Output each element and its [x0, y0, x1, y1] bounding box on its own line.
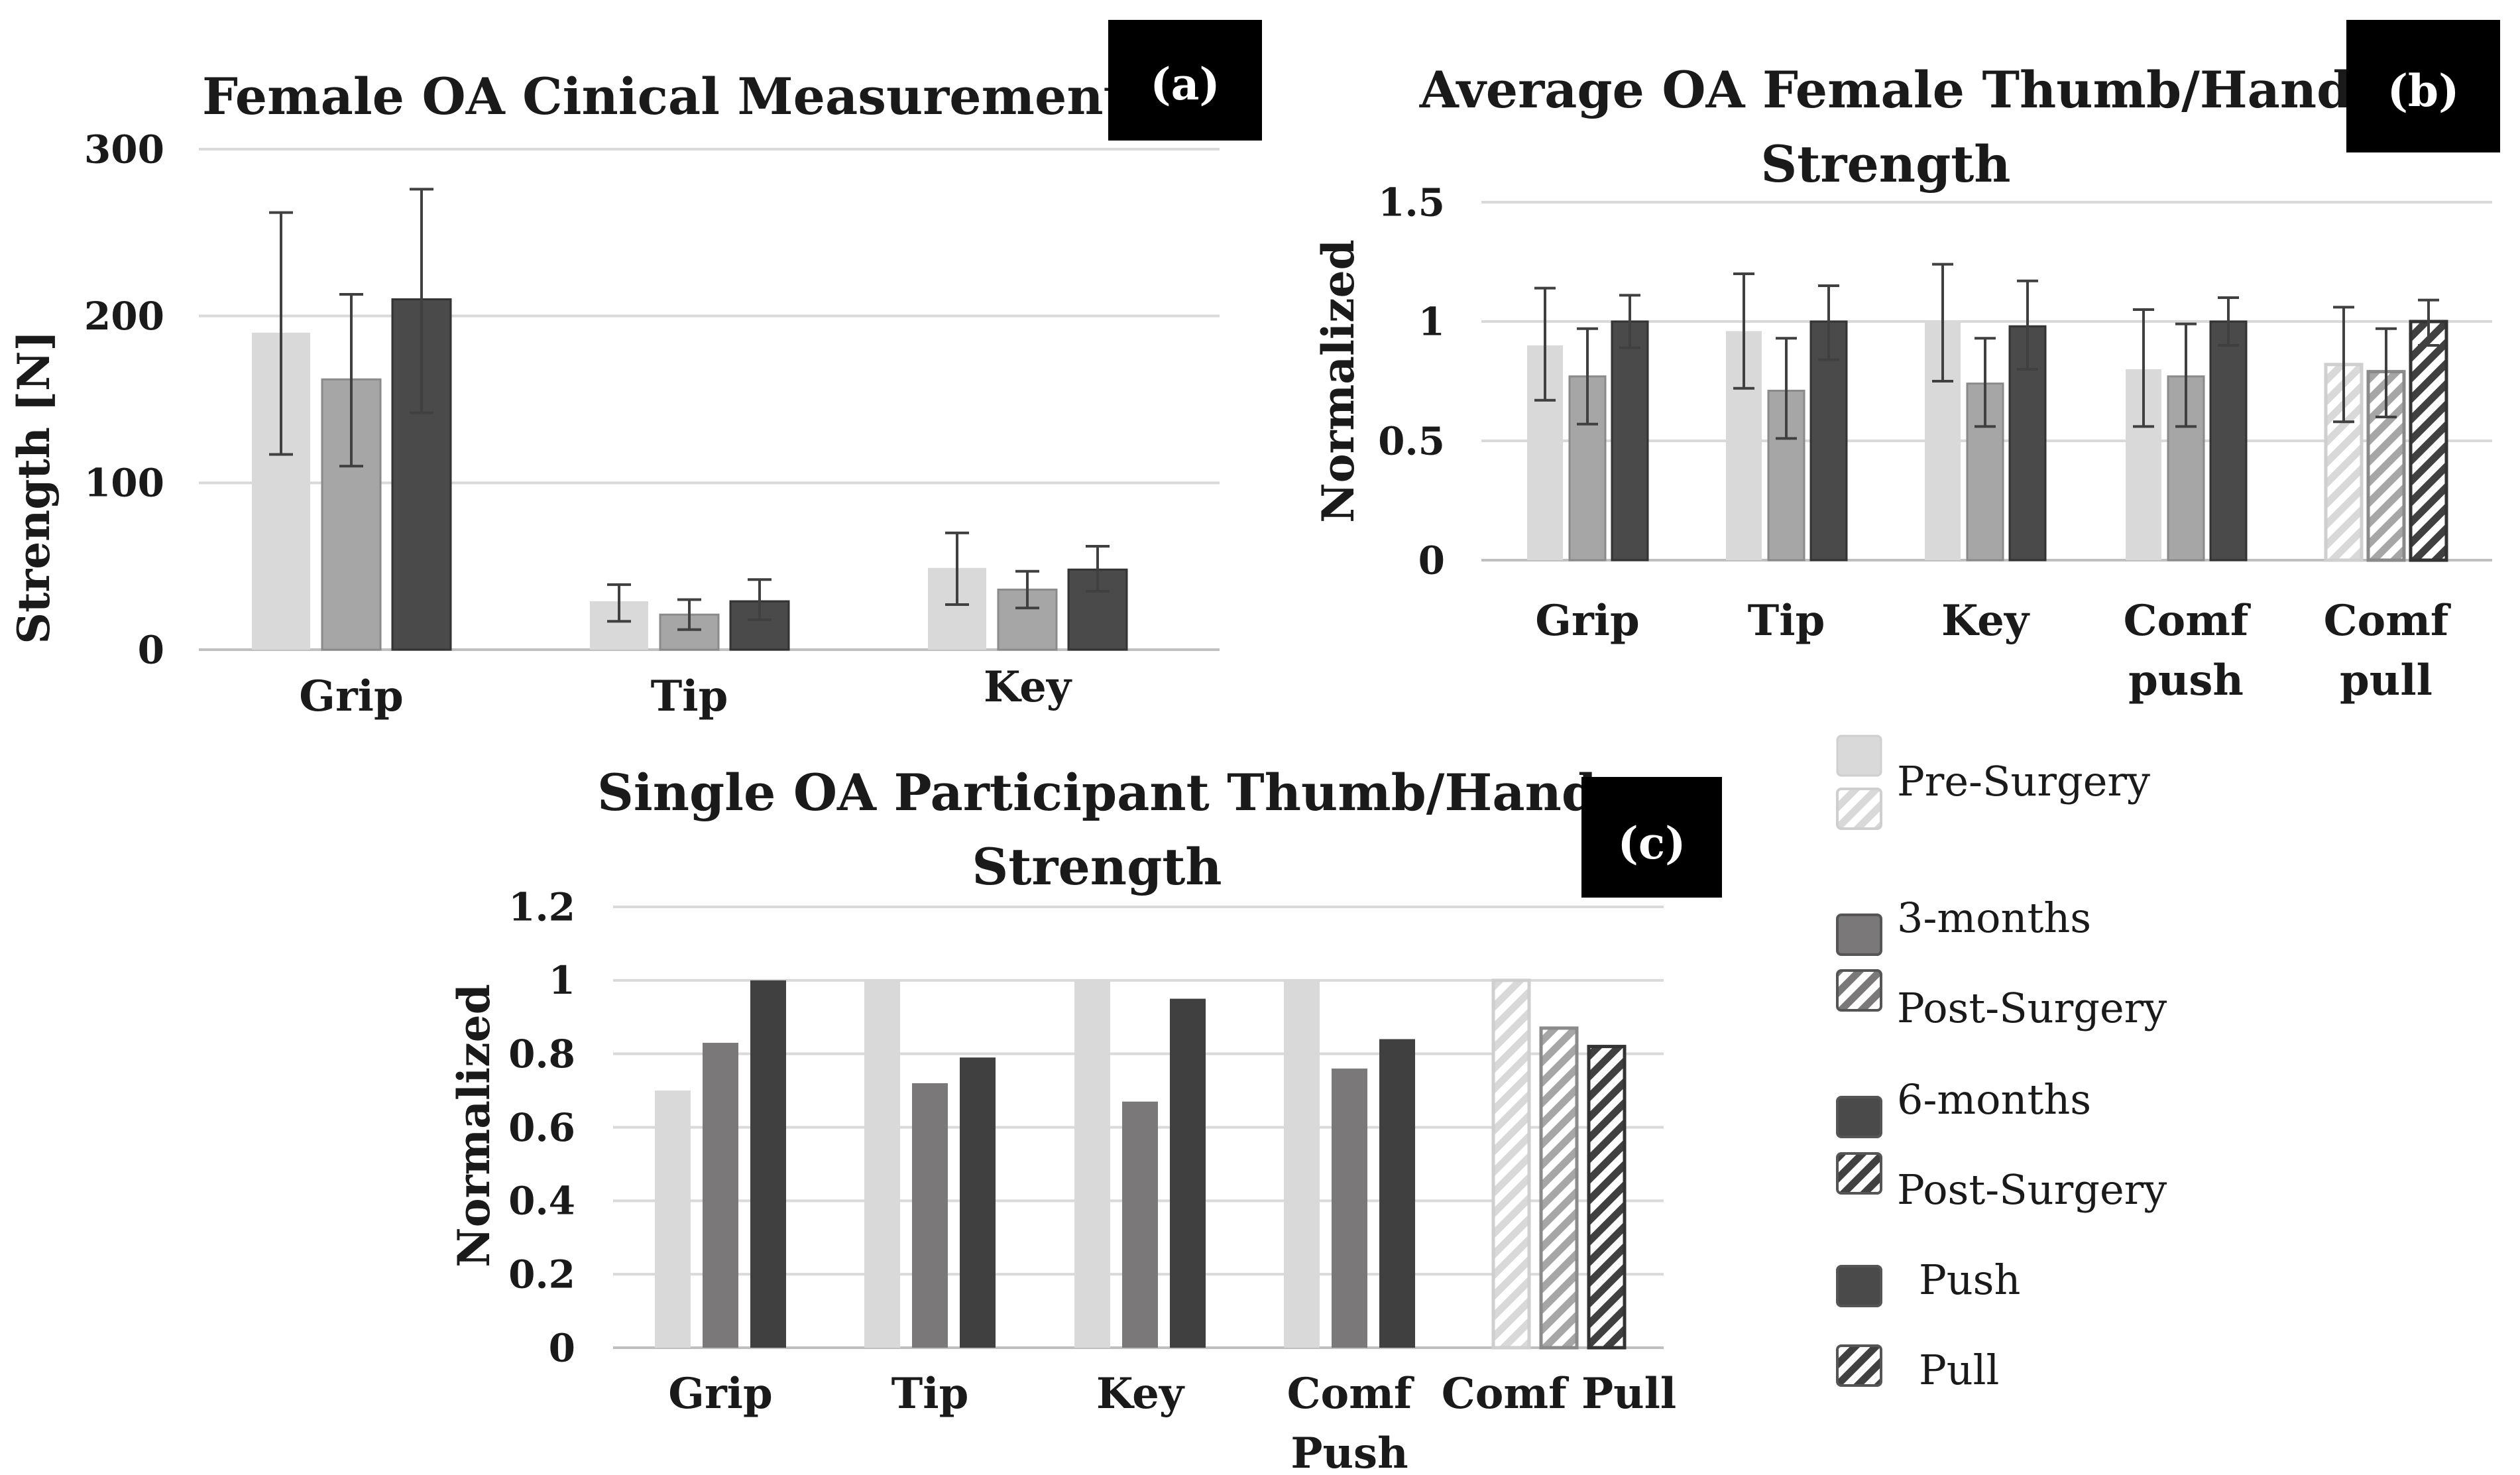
chart-b-badge	[2346, 20, 2500, 152]
chart-b-bar	[1809, 320, 1848, 561]
legend-label-pre-surgery: Pre-Surgery	[1897, 757, 2150, 805]
chart-b-ylabel: Normalized	[1312, 239, 1364, 523]
chart-b-bar	[2409, 320, 2448, 562]
chart-b-title-line2: Strength	[1760, 135, 2010, 194]
chart-c-badge	[1581, 777, 1722, 898]
chart-a-category-label-line: Grip	[299, 672, 403, 721]
chart-b-category-label-line: push	[2128, 656, 2244, 705]
chart-b-bar	[1767, 389, 1805, 561]
legend-label-3-months: 3-months	[1897, 894, 2091, 942]
chart-c-ylabel: Normalized	[448, 984, 500, 1268]
chart-c-bar	[1332, 1068, 1367, 1348]
chart-c-category-label: Key	[1096, 1369, 1185, 1419]
chart-c-badge-label: (c)	[1618, 817, 1686, 869]
chart-a-category-label: Grip	[299, 672, 403, 721]
chart-a-category-label: Tip	[651, 672, 728, 721]
legend-swatch-7	[1836, 1344, 1882, 1387]
legend-swatch-4	[1836, 1096, 1882, 1138]
chart-c-category-label: Grip	[668, 1369, 772, 1419]
chart-b-bar	[1611, 320, 1649, 561]
chart-c-ytick-label: 0.8	[508, 1032, 575, 1077]
chart-c-bar	[1170, 998, 1206, 1348]
chart-b-ytick-label: 0.5	[1378, 418, 1445, 463]
chart-c-bar	[655, 1091, 691, 1348]
chart-b-category-label-line: pull	[2340, 656, 2433, 705]
chart-c-ytick-label: 0.6	[508, 1105, 575, 1150]
legend-label-push: Push	[1919, 1256, 2020, 1304]
chart-a-ytick-label: 300	[84, 127, 164, 172]
chart-a-title: Female OA Cinical Measurements	[202, 67, 1155, 126]
chart-c-bar	[1074, 980, 1110, 1348]
chart-b-category-label-line: Comf	[2324, 596, 2451, 646]
chart-c-category-label-line: Key	[1096, 1369, 1185, 1419]
chart-b-bar	[2209, 320, 2248, 561]
chart-a-ytick-label: 200	[84, 294, 164, 339]
chart-c-category-label: Tip	[891, 1369, 969, 1419]
chart-b-title-line1: Average OA Female Thumb/Hand	[1419, 60, 2352, 119]
chart-b-category-label: Comf push	[2124, 596, 2251, 705]
chart-c-bar	[1379, 1039, 1415, 1348]
legend-swatch-6	[1836, 1265, 1882, 1307]
chart-c-bar	[703, 1043, 738, 1348]
legend-label-post-surgery-3m: Post-Surgery	[1897, 984, 2167, 1032]
chart-c-bar	[912, 1083, 948, 1348]
chart-b-category-label-line: Tip	[1748, 596, 1825, 646]
chart-c-bar	[864, 980, 900, 1348]
chart-c-category-label-line: Grip	[668, 1369, 772, 1419]
chart-b-category-label: Grip	[1535, 596, 1639, 646]
chart-a-badge	[1108, 20, 1262, 141]
chart-b-category-label: Comf pull	[2324, 596, 2451, 705]
chart-b-ytick-label: 1	[1418, 299, 1445, 344]
chart-b-category-label: Tip	[1748, 596, 1825, 646]
chart-c-bar	[1587, 1045, 1627, 1350]
legend-swatch-5	[1836, 1152, 1882, 1195]
chart-c-bar	[1539, 1026, 1579, 1350]
chart-c-bar	[960, 1057, 996, 1348]
chart-b-ytick-label: 1.5	[1378, 180, 1445, 225]
chart-c-bar	[750, 980, 786, 1348]
chart-b-category-label-line: Grip	[1535, 596, 1639, 646]
chart-a-category-label: Key	[984, 662, 1072, 712]
chart-a-category-label-line: Tip	[651, 672, 728, 721]
chart-a-badge-label: (a)	[1150, 58, 1220, 110]
legend-label-post-surgery-6m: Post-Surgery	[1897, 1165, 2167, 1214]
chart-marks: 0 100 200 300 Grip Tip Key 0 0.5 1 1.5 Grip Tip Key Co…	[84, 127, 2492, 1475]
chart-c-category-label: Comf Push	[1287, 1369, 1414, 1475]
chart-c-bar	[1284, 980, 1320, 1348]
legend-swatch-2	[1836, 914, 1882, 956]
chart-c-ytick-label: 0.4	[508, 1179, 575, 1224]
chart-a-ytick-label: 0	[138, 627, 164, 672]
chart-c-title-line2: Strength	[972, 837, 1222, 896]
chart-a-ylabel: Strength [N]	[8, 330, 60, 644]
legend-label-pull: Pull	[1919, 1346, 1999, 1394]
chart-c-bar	[1491, 978, 1531, 1350]
chart-a-ytick-label: 100	[84, 461, 164, 506]
chart-b-category-label-line: Comf	[2124, 596, 2251, 646]
chart-c-category-label-line: Comf Pull	[1442, 1369, 1676, 1419]
legend-swatch-1	[1836, 788, 1882, 830]
legend-swatch-3	[1836, 969, 1882, 1012]
chart-c-bar	[1122, 1101, 1158, 1348]
chart-c-title-line1: Single OA Participant Thumb/Hand	[597, 763, 1597, 822]
legend-swatch-0	[1836, 735, 1882, 777]
chart-c-ytick-label: 1.2	[508, 884, 575, 929]
chart-b-badge-label: (b)	[2387, 65, 2460, 117]
chart-c-ytick-label: 0.2	[508, 1252, 575, 1297]
legend-label-6-months: 6-months	[1897, 1075, 2091, 1124]
chart-c-category-label-line: Tip	[891, 1369, 969, 1419]
chart-b-category-label-line: Key	[1941, 596, 2030, 646]
chart-a-category-label-line: Key	[984, 662, 1072, 712]
chart-b-ytick-label: 0	[1418, 538, 1445, 583]
chart-b-category-label: Key	[1941, 596, 2030, 646]
chart-c-category-label-line: Comf	[1287, 1369, 1414, 1419]
chart-c-category-label-line: Push	[1290, 1429, 1408, 1475]
chart-c-ytick-label: 1	[549, 958, 575, 1003]
chart-c-ytick-label: 0	[549, 1325, 575, 1370]
chart-c-category-label: Comf Pull	[1442, 1369, 1676, 1419]
